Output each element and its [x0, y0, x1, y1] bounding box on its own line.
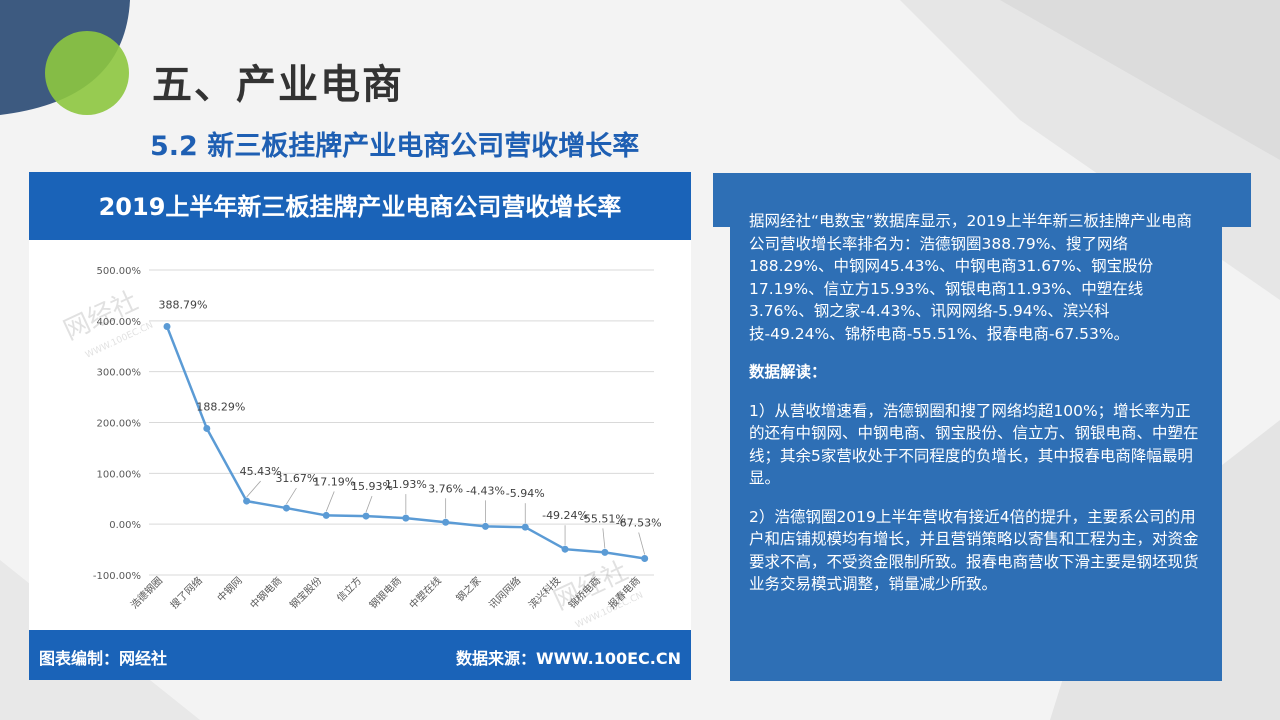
y-tick-label: 500.00%: [97, 266, 142, 277]
data-point: [322, 511, 330, 519]
x-tick-label: 中钢网: [214, 574, 244, 604]
data-label: 31.67%: [275, 472, 317, 485]
x-tick-label: 中塑在线: [406, 574, 443, 611]
data-point: [481, 522, 489, 530]
data-label-leader: [365, 495, 373, 513]
green-circle-shape: [45, 31, 129, 115]
y-tick-label: 0.00%: [109, 520, 141, 531]
data-point: [561, 545, 569, 553]
x-tick-label: 搜了网络: [167, 574, 204, 611]
data-label-leader: [602, 528, 606, 549]
data-label: 388.79%: [159, 299, 208, 312]
data-point: [402, 514, 410, 522]
y-tick-label: 300.00%: [97, 368, 142, 379]
y-tick-label: 400.00%: [97, 317, 142, 328]
data-label: -4.43%: [466, 484, 505, 497]
data-label: -55.51%: [580, 512, 626, 525]
text-panel: [730, 173, 1222, 681]
y-tick-label: 100.00%: [97, 469, 142, 480]
analysis-heading: 数据解读：: [749, 363, 827, 381]
x-tick-label: 中钢电商: [247, 574, 284, 611]
x-tick-label: 钢宝股份: [287, 574, 324, 611]
data-label: -49.24%: [542, 509, 588, 522]
analysis-point-2: 2）浩德钢圈2019上半年营收有接近4倍的提升，主要系公司的用户和店铺规模均有增…: [749, 507, 1199, 594]
data-label: -5.94%: [506, 487, 545, 500]
data-point: [521, 523, 529, 531]
data-label: 3.76%: [428, 482, 463, 495]
data-label: 11.93%: [385, 478, 427, 491]
x-tick-label: 信立方: [334, 574, 364, 604]
data-label: 45.43%: [240, 465, 282, 478]
x-tick-label: 讯网网络: [486, 574, 523, 611]
chart-footer-source: 数据来源：WWW.100EC.CN: [455, 649, 681, 668]
analysis-point-1: 1）从营收增速看，浩德钢圈和搜了网络均超100%；增长率为正的还有中钢网、中钢电…: [749, 401, 1199, 488]
data-label-leader: [638, 532, 646, 555]
chart-header: 2019上半年新三板挂牌产业电商公司营收增长率: [29, 172, 691, 240]
chart-panel: 2019上半年新三板挂牌产业电商公司营收增长率 500.00% 400.00% 30…: [29, 172, 691, 680]
data-point: [282, 504, 290, 512]
data-point: [601, 548, 609, 556]
data-label: -67.53%: [616, 516, 662, 529]
data-label: 15.93%: [351, 480, 393, 493]
chart-footer: 图表编制：网经社 数据来源：WWW.100EC.CN: [29, 630, 691, 680]
data-label: 17.19%: [313, 475, 355, 488]
data-point: [362, 512, 370, 520]
data-point: [243, 497, 251, 505]
data-label-leader: [286, 487, 297, 505]
data-point: [203, 424, 211, 432]
data-label-leader: [325, 491, 335, 512]
data-point: [442, 518, 450, 526]
x-tick-label: 钢银电商: [366, 574, 403, 611]
data-label: 188.29%: [196, 400, 245, 413]
page-subtitle: 5.2 新三板挂牌产业电商公司营收增长率: [150, 131, 640, 162]
y-tick-label: 200.00%: [97, 419, 142, 430]
chart-footer-credit: 图表编制：网经社: [39, 649, 168, 668]
data-point: [641, 554, 649, 562]
y-tick-label: -100.00%: [93, 571, 141, 582]
line-chart: 500.00% 400.00% 300.00% 200.00% 100.00% 0.00%…: [59, 266, 662, 630]
data-label-leader: [246, 480, 261, 498]
page-title: 五、产业电商: [152, 62, 404, 108]
text-panel-body: 据网经社“电数宝”数据库显示，2019上半年新三板挂牌产业电商公司营收增长率排名…: [749, 210, 1205, 612]
x-tick-label: 钢之家: [453, 574, 483, 604]
data-point: [163, 323, 171, 331]
intro-paragraph: 据网经社“电数宝”数据库显示，2019上半年新三板挂牌产业电商公司营收增长率排名…: [749, 212, 1193, 343]
